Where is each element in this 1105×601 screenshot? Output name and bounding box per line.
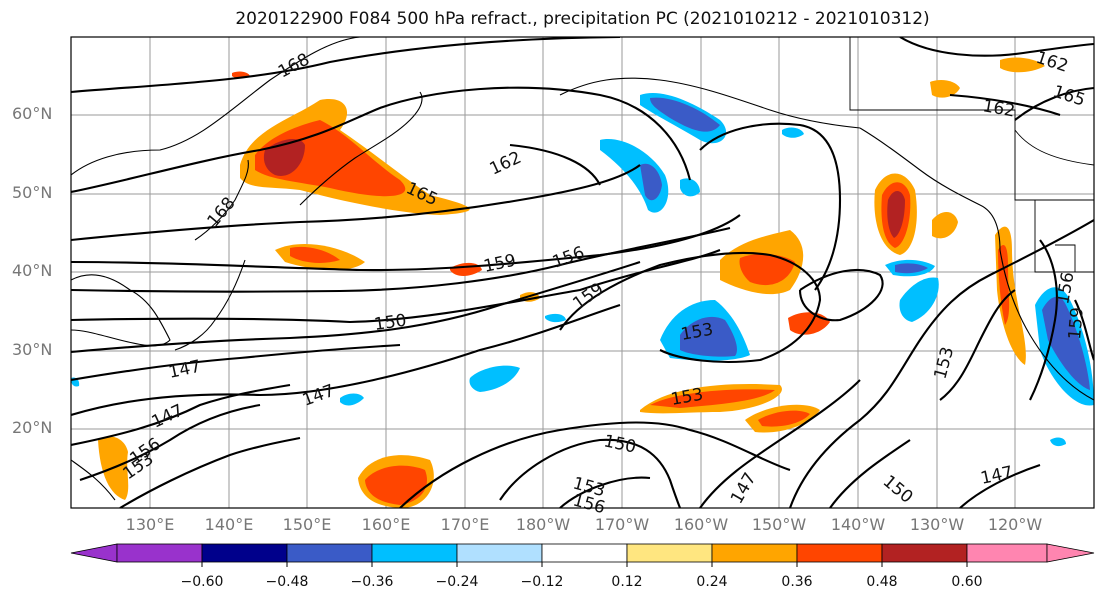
colorbar-segment <box>286 543 373 563</box>
colorbar-segment <box>541 543 628 563</box>
contour-label: 159 <box>1065 306 1088 340</box>
colorbar-tick-label: −0.12 <box>520 574 564 590</box>
colorbar-segment <box>626 543 713 563</box>
borders <box>849 37 1094 273</box>
colorbar-tick-label: 0.60 <box>951 574 983 590</box>
colorbar-segment <box>711 543 798 563</box>
colorbar-segment <box>881 543 968 563</box>
colorbar-tick-label: −0.36 <box>350 574 394 590</box>
colorbar-tick-label: −0.60 <box>180 574 224 590</box>
colorbar-tick-label: 0.36 <box>781 574 813 590</box>
colorbar-tick-label: 0.24 <box>696 574 728 590</box>
lon-label: 140°E <box>204 515 254 534</box>
lat-label: 20°N <box>12 418 53 437</box>
lon-label: 150°W <box>751 515 807 534</box>
colorbar-extend-low <box>70 543 118 563</box>
lat-label: 40°N <box>12 261 53 280</box>
lon-label: 170°W <box>594 515 650 534</box>
colorbar-segment <box>966 543 1048 563</box>
lon-label: 170°E <box>440 515 490 534</box>
colorbar-segment <box>456 543 543 563</box>
colorbar-tick-label: −0.24 <box>435 574 479 590</box>
colorbar-tick-label: −0.48 <box>265 574 309 590</box>
colorbar-tick-label: 0.48 <box>866 574 898 590</box>
lon-label: 130°W <box>909 515 965 534</box>
height-contours <box>71 37 1094 508</box>
map-frame <box>70 36 1095 509</box>
contour-label: 150 <box>373 311 408 335</box>
colorbar-segment <box>201 543 288 563</box>
lon-label: 130°E <box>125 515 175 534</box>
lat-label: 30°N <box>12 340 53 359</box>
precip-negative-anomalies <box>71 92 1094 447</box>
precip-positive-anomalies <box>98 57 1045 508</box>
colorbar-segment <box>796 543 883 563</box>
chart-title: 2020122900 F084 500 hPa refract., precip… <box>235 9 930 29</box>
colorbar-segment <box>116 543 203 563</box>
lon-label: 160°W <box>673 515 729 534</box>
colorbar-extend-high <box>1046 543 1095 563</box>
colorbar <box>70 543 1095 567</box>
lon-label: 160°E <box>361 515 411 534</box>
lon-label: 140°W <box>830 515 886 534</box>
lon-label: 120°W <box>987 515 1043 534</box>
colorbar-tick-label: 0.12 <box>611 574 643 590</box>
lat-label: 60°N <box>12 104 53 123</box>
lat-label: 50°N <box>12 183 53 202</box>
lon-label: 180°W <box>515 515 571 534</box>
colorbar-segment <box>371 543 458 563</box>
lon-label: 150°E <box>282 515 332 534</box>
